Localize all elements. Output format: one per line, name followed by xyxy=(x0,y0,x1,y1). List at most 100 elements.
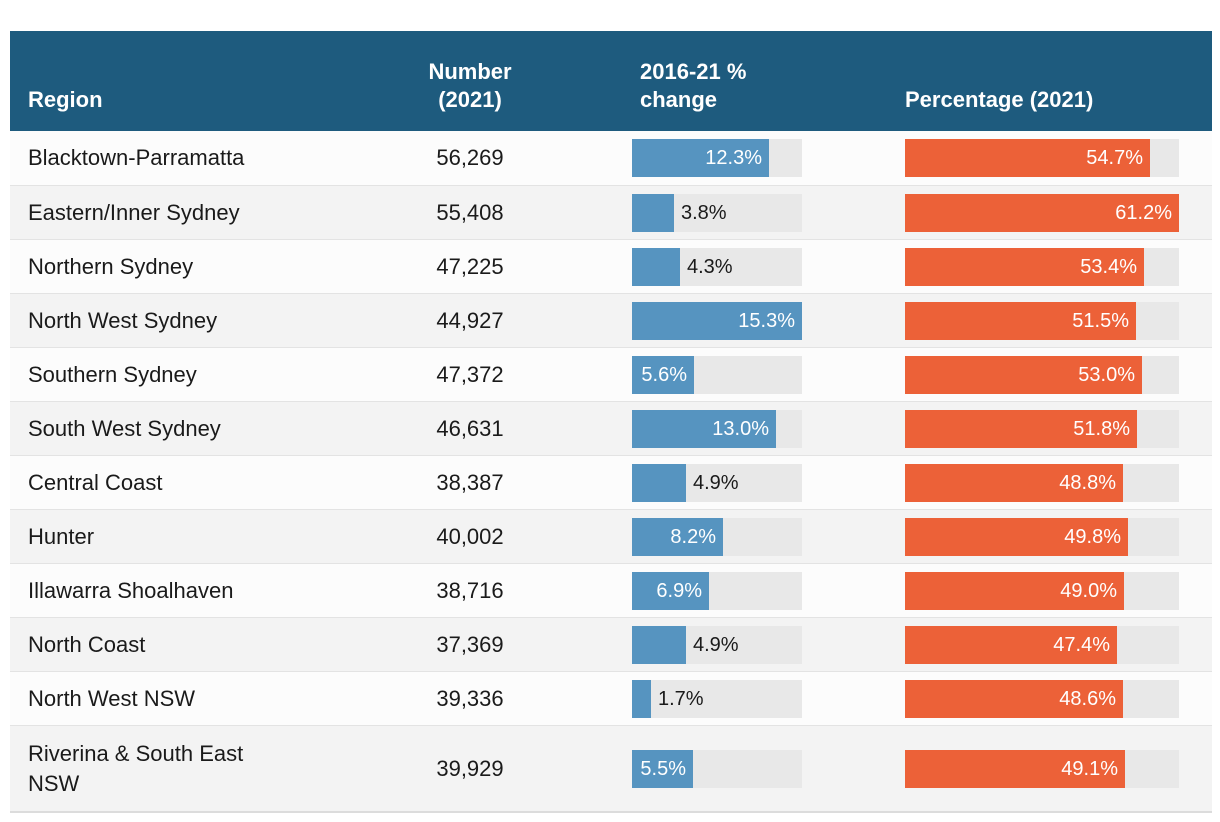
number-cell: 39,336 xyxy=(310,672,630,725)
region-cell: Riverina & South East NSW xyxy=(10,726,310,811)
percentage-bar-track: 48.6% xyxy=(905,679,1179,718)
region-name: Southern Sydney xyxy=(28,361,197,387)
change-bar-track: 12.3% xyxy=(632,139,802,177)
percentage-bar-label: 47.4% xyxy=(1053,633,1110,656)
percentage-cell: 49.1% xyxy=(875,726,1212,811)
column-header-change: 2016-21 % change xyxy=(630,31,875,131)
region-cell: Eastern/Inner Sydney xyxy=(10,186,310,239)
change-bar-label: 3.8% xyxy=(681,201,727,224)
change-bar-track: 1.7% xyxy=(632,679,802,718)
table-row: Central Coast 38,387 4.9% 48.8% xyxy=(10,455,1212,509)
change-bar xyxy=(632,193,674,232)
table-row: North West Sydney 44,927 15.3% 51.5% xyxy=(10,293,1212,347)
number-value: 44,927 xyxy=(436,307,504,333)
number-cell: 37,369 xyxy=(310,618,630,671)
number-cell: 39,929 xyxy=(310,726,630,811)
number-value: 47,225 xyxy=(436,253,504,279)
percentage-bar-label: 53.4% xyxy=(1080,255,1137,278)
column-header-label: Percentage (2021) xyxy=(905,87,1094,113)
change-bar xyxy=(632,517,723,556)
region-name: Central Coast xyxy=(28,469,163,495)
change-bar-track: 6.9% xyxy=(632,571,802,610)
change-cell: 6.9% xyxy=(630,564,875,617)
number-value: 47,372 xyxy=(436,361,504,387)
region-cell: Northern Sydney xyxy=(10,240,310,293)
change-cell: 15.3% xyxy=(630,294,875,347)
change-cell: 4.3% xyxy=(630,240,875,293)
table-row: Illawarra Shoalhaven 38,716 6.9% 49.0% xyxy=(10,563,1212,617)
number-cell: 46,631 xyxy=(310,402,630,455)
percentage-bar xyxy=(905,301,1136,340)
region-name: Blacktown-Parramatta xyxy=(28,145,245,171)
percentage-cell: 48.8% xyxy=(875,456,1212,509)
percentage-bar xyxy=(905,409,1137,448)
change-bar-label: 15.3% xyxy=(738,309,795,332)
percentage-bar-label: 61.2% xyxy=(1115,201,1172,224)
percentage-cell: 61.2% xyxy=(875,186,1212,239)
table-row: Riverina & South East NSW 39,929 5.5% 49… xyxy=(10,725,1212,811)
number-value: 38,716 xyxy=(436,577,504,603)
change-bar-label: 4.9% xyxy=(693,633,739,656)
change-bar xyxy=(632,247,680,286)
region-cell: South West Sydney xyxy=(10,402,310,455)
percentage-cell: 49.8% xyxy=(875,510,1212,563)
region-name: South West Sydney xyxy=(28,415,221,441)
percentage-bar-label: 51.8% xyxy=(1073,417,1130,440)
change-bar-label: 5.5% xyxy=(640,757,686,780)
change-bar-track: 3.8% xyxy=(632,193,802,232)
region-cell: Illawarra Shoalhaven xyxy=(10,564,310,617)
percentage-bar-label: 53.0% xyxy=(1078,363,1135,386)
region-cell: Southern Sydney xyxy=(10,348,310,401)
percentage-bar xyxy=(905,247,1144,286)
change-cell: 12.3% xyxy=(630,131,875,185)
change-bar xyxy=(632,625,686,664)
percentage-bar-label: 49.8% xyxy=(1064,525,1121,548)
percentage-bar-track: 49.8% xyxy=(905,517,1179,556)
percentage-bar xyxy=(905,463,1123,502)
percentage-bar xyxy=(905,625,1117,664)
percentage-bar xyxy=(905,193,1179,232)
percentage-cell: 53.4% xyxy=(875,240,1212,293)
change-cell: 8.2% xyxy=(630,510,875,563)
change-bar-track: 13.0% xyxy=(632,409,802,448)
region-name: Eastern/Inner Sydney xyxy=(28,199,240,225)
percentage-bar-track: 51.8% xyxy=(905,409,1179,448)
change-bar-track: 4.9% xyxy=(632,625,802,664)
number-cell: 38,387 xyxy=(310,456,630,509)
percentage-bar xyxy=(905,139,1150,177)
percentage-bar-track: 53.0% xyxy=(905,355,1179,394)
change-cell: 4.9% xyxy=(630,456,875,509)
change-bar xyxy=(632,679,651,718)
region-cell: Blacktown-Parramatta xyxy=(10,131,310,185)
table-row: South West Sydney 46,631 13.0% 51.8% xyxy=(10,401,1212,455)
percentage-bar xyxy=(905,749,1125,788)
column-header-number: Number (2021) xyxy=(310,31,630,131)
number-value: 56,269 xyxy=(436,145,504,170)
table-row: North West NSW 39,336 1.7% 48.6% xyxy=(10,671,1212,725)
number-cell: 40,002 xyxy=(310,510,630,563)
change-bar-label: 6.9% xyxy=(656,579,702,602)
region-name: Hunter xyxy=(28,523,95,549)
number-value: 37,369 xyxy=(436,631,504,657)
number-value: 39,336 xyxy=(436,685,504,711)
number-cell: 44,927 xyxy=(310,294,630,347)
change-bar-label: 4.3% xyxy=(687,255,733,278)
change-bar xyxy=(632,749,693,788)
region-name: North West NSW xyxy=(28,685,196,711)
change-bar-track: 15.3% xyxy=(632,301,802,340)
table-row: Eastern/Inner Sydney 55,408 3.8% 61.2% xyxy=(10,185,1212,239)
number-cell: 47,372 xyxy=(310,348,630,401)
number-cell: 47,225 xyxy=(310,240,630,293)
percentage-cell: 48.6% xyxy=(875,672,1212,725)
percentage-bar xyxy=(905,517,1128,556)
region-name: North Coast xyxy=(28,631,146,657)
percentage-bar-label: 48.8% xyxy=(1059,471,1116,494)
number-value: 39,929 xyxy=(436,755,504,781)
percentage-cell: 54.7% xyxy=(875,131,1212,185)
number-cell: 38,716 xyxy=(310,564,630,617)
change-cell: 4.9% xyxy=(630,618,875,671)
percentage-bar-label: 49.0% xyxy=(1060,579,1117,602)
percentage-bar-track: 54.7% xyxy=(905,139,1179,177)
number-cell: 55,408 xyxy=(310,186,630,239)
change-cell: 3.8% xyxy=(630,186,875,239)
